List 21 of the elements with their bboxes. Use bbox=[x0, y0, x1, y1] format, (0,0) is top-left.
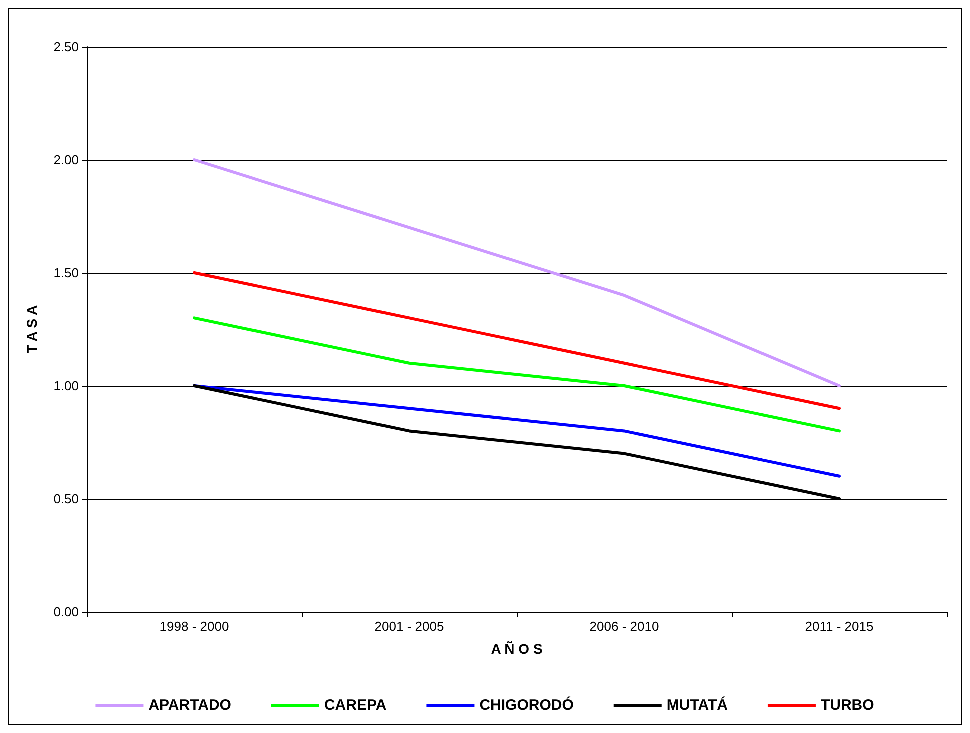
legend-label: TURBO bbox=[820, 697, 875, 714]
legend-label: CHIGORODÓ bbox=[480, 696, 574, 714]
legend-label: APARTADO bbox=[148, 697, 232, 714]
legend-label: CAREPA bbox=[324, 697, 387, 714]
y-tick-label: 2.00 bbox=[54, 152, 79, 168]
y-tick-label: 2.50 bbox=[54, 40, 79, 54]
y-tick-label: 1.50 bbox=[54, 266, 79, 280]
x-axis-title: A Ñ O S bbox=[491, 641, 543, 657]
line-series bbox=[193, 316, 841, 433]
x-tick-label: 2011 - 2015 bbox=[805, 619, 874, 634]
x-tick-label: 1998 - 2000 bbox=[160, 619, 230, 634]
y-tick-label: 0.00 bbox=[54, 604, 79, 620]
x-tick-label: 2006 - 2010 bbox=[590, 619, 660, 634]
line-series bbox=[193, 272, 841, 410]
y-tick-label: 1.00 bbox=[54, 378, 79, 394]
legend-label: MUTATÁ bbox=[666, 696, 728, 714]
y-tick-label: 0.50 bbox=[54, 492, 79, 506]
y-axis-title: T A S A bbox=[24, 305, 40, 354]
line-series bbox=[193, 158, 841, 388]
line-series bbox=[193, 384, 841, 478]
x-tick-label: 2001 - 2005 bbox=[374, 619, 444, 634]
